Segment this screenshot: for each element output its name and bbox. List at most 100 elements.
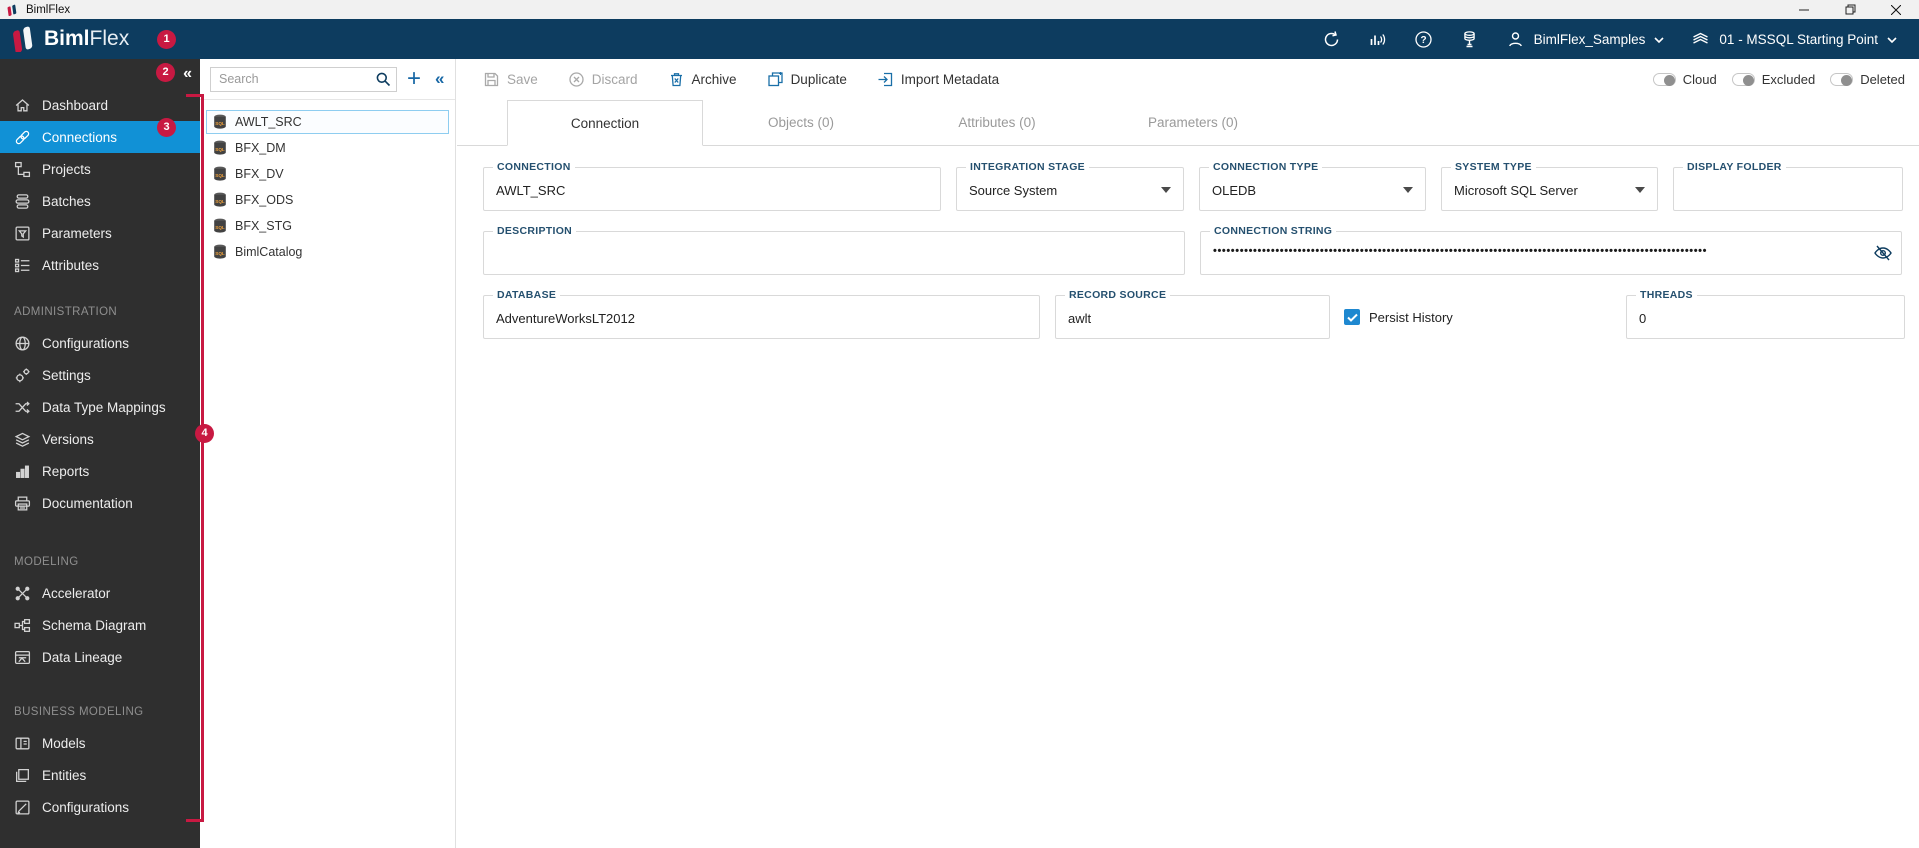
archive-button[interactable]: Archive (668, 71, 737, 88)
display-folder-input[interactable] (1686, 183, 1876, 198)
sidebar-item-models[interactable]: Models (0, 727, 200, 759)
list-item-awlt-src[interactable]: SQL AWLT_SRC (206, 110, 449, 134)
sidebar-item-parameters[interactable]: Parameters (0, 217, 200, 249)
tab-connection[interactable]: Connection (507, 100, 703, 146)
svg-text:?: ? (1420, 35, 1426, 46)
deploy-database-icon[interactable] (1460, 30, 1479, 49)
connection-input[interactable] (496, 183, 914, 198)
import-metadata-button[interactable]: Import Metadata (877, 71, 999, 88)
cloud-toggle-switch[interactable] (1652, 73, 1676, 86)
deleted-toggle-switch[interactable] (1830, 73, 1854, 86)
dropdown-caret-icon (1635, 187, 1645, 193)
restore-button[interactable] (1827, 0, 1873, 19)
svg-text:SQL: SQL (215, 121, 225, 126)
bar-chart-icon (14, 463, 31, 480)
sidebar-item-attributes[interactable]: Attributes (0, 249, 200, 281)
shuffle-icon (14, 399, 31, 416)
toolbar: Save Discard Archive Duplicate Import Me… (457, 59, 1919, 100)
close-button[interactable] (1873, 0, 1919, 19)
minimize-button[interactable] (1781, 0, 1827, 19)
duplicate-button[interactable]: Duplicate (767, 71, 847, 88)
help-icon[interactable]: ? (1414, 30, 1433, 49)
refresh-icon[interactable] (1322, 30, 1341, 49)
toggle-deleted: Deleted (1830, 72, 1905, 87)
description-input[interactable] (496, 247, 1158, 262)
list-item-bfx-stg[interactable]: SQL BFX_STG (206, 214, 449, 238)
sql-database-icon: SQL (214, 192, 226, 207)
window-title: BimlFlex (26, 3, 71, 16)
save-button[interactable]: Save (483, 71, 538, 88)
home-icon (14, 97, 31, 114)
sidebar-item-accelerator[interactable]: Accelerator (0, 577, 200, 609)
connection-field: CONNECTION (483, 161, 941, 211)
bimlflex-logo-icon (7, 4, 17, 16)
annotation-badge-1: 1 (157, 30, 176, 49)
sidebar-section-administration: ADMINISTRATION (14, 306, 118, 318)
sidebar-item-documentation[interactable]: Documentation (0, 487, 200, 519)
tab-objects[interactable]: Objects (0) (767, 115, 835, 130)
sidebar-item-schema-diagram[interactable]: Schema Diagram (0, 609, 200, 641)
schema-diagram-icon (14, 617, 31, 634)
dropdown-caret-icon (1161, 187, 1171, 193)
sidebar-item-data-lineage[interactable]: Data Lineage (0, 641, 200, 673)
search-input[interactable] (210, 66, 397, 92)
sidebar-item-projects[interactable]: Projects (0, 153, 200, 185)
integration-stage-select[interactable]: Source System (969, 183, 1058, 198)
eye-off-icon[interactable] (1873, 243, 1893, 263)
toggle-cloud: Cloud (1652, 72, 1717, 87)
bimlflex-logo-icon (13, 26, 33, 52)
config-pen-icon (14, 799, 31, 816)
connection-type-field: CONNECTION TYPE OLEDB (1199, 161, 1426, 211)
sidebar-collapse-icon[interactable]: « (183, 65, 192, 82)
annotation-bracket-tick-bottom (186, 819, 204, 822)
sidebar-item-settings[interactable]: Settings (0, 359, 200, 391)
account-menu[interactable]: BimlFlex_Samples (1506, 30, 1665, 49)
annotation-badge-2: 2 (156, 63, 175, 82)
sidebar-item-entities[interactable]: Entities (0, 759, 200, 791)
sidebar-item-data-type-mappings[interactable]: Data Type Mappings (0, 391, 200, 423)
sidebar-nav: « Dashboard Connections Projects Batches… (0, 59, 200, 848)
environment-layers-icon (1691, 30, 1710, 49)
svg-text:SQL: SQL (215, 251, 225, 256)
chevron-down-icon (1887, 32, 1897, 47)
environment-menu[interactable]: 01 - MSSQL Starting Point (1691, 30, 1897, 49)
discard-button[interactable]: Discard (568, 71, 638, 88)
annotation-bracket-tick-top (186, 94, 204, 97)
connection-string-masked-value[interactable]: ••••••••••••••••••••••••••••••••••••••••… (1213, 245, 1708, 257)
sql-database-icon: SQL (214, 114, 226, 129)
tab-parameters[interactable]: Parameters (0) (1147, 115, 1239, 130)
sidebar-item-business-configurations[interactable]: Configurations (0, 791, 200, 823)
models-icon (14, 735, 31, 752)
sql-database-icon: SQL (214, 218, 226, 233)
sidebar-item-dashboard[interactable]: Dashboard (0, 89, 200, 121)
report-icon[interactable] (1368, 30, 1387, 49)
tab-attributes[interactable]: Attributes (0) (958, 115, 1036, 130)
record-source-input[interactable] (1068, 311, 1303, 326)
brand-text-biml: Biml (44, 27, 90, 50)
globe-icon (14, 335, 31, 352)
persist-history-checkbox[interactable] (1344, 309, 1360, 325)
threads-field: THREADS (1626, 289, 1905, 339)
sidebar-item-versions[interactable]: Versions (0, 423, 200, 455)
system-type-select[interactable]: Microsoft SQL Server (1454, 183, 1578, 198)
list-item-bfx-dv[interactable]: SQL BFX_DV (206, 162, 449, 186)
list-item-bfx-dm[interactable]: SQL BFX_DM (206, 136, 449, 160)
collapse-panel-icon[interactable]: « (435, 69, 445, 88)
chevron-down-icon (1654, 32, 1664, 47)
sql-database-icon: SQL (214, 244, 226, 259)
connection-type-select[interactable]: OLEDB (1212, 183, 1257, 198)
sidebar-item-batches[interactable]: Batches (0, 185, 200, 217)
threads-input[interactable] (1639, 311, 1878, 326)
sidebar-item-configurations[interactable]: Configurations (0, 327, 200, 359)
database-field: DATABASE (483, 289, 1040, 339)
excluded-toggle-switch[interactable] (1731, 73, 1755, 86)
connections-list-panel: + « SQL AWLT_SRC SQL BFX_DM SQL BFX_DV S… (200, 59, 456, 848)
entities-icon (14, 767, 31, 784)
sidebar-item-reports[interactable]: Reports (0, 455, 200, 487)
list-item-bimlcatalog[interactable]: SQL BimlCatalog (206, 240, 449, 264)
database-input[interactable] (496, 311, 1013, 326)
add-connection-button[interactable]: + (407, 65, 422, 92)
duplicate-icon (767, 72, 783, 87)
list-item-bfx-ods[interactable]: SQL BFX_ODS (206, 188, 449, 212)
